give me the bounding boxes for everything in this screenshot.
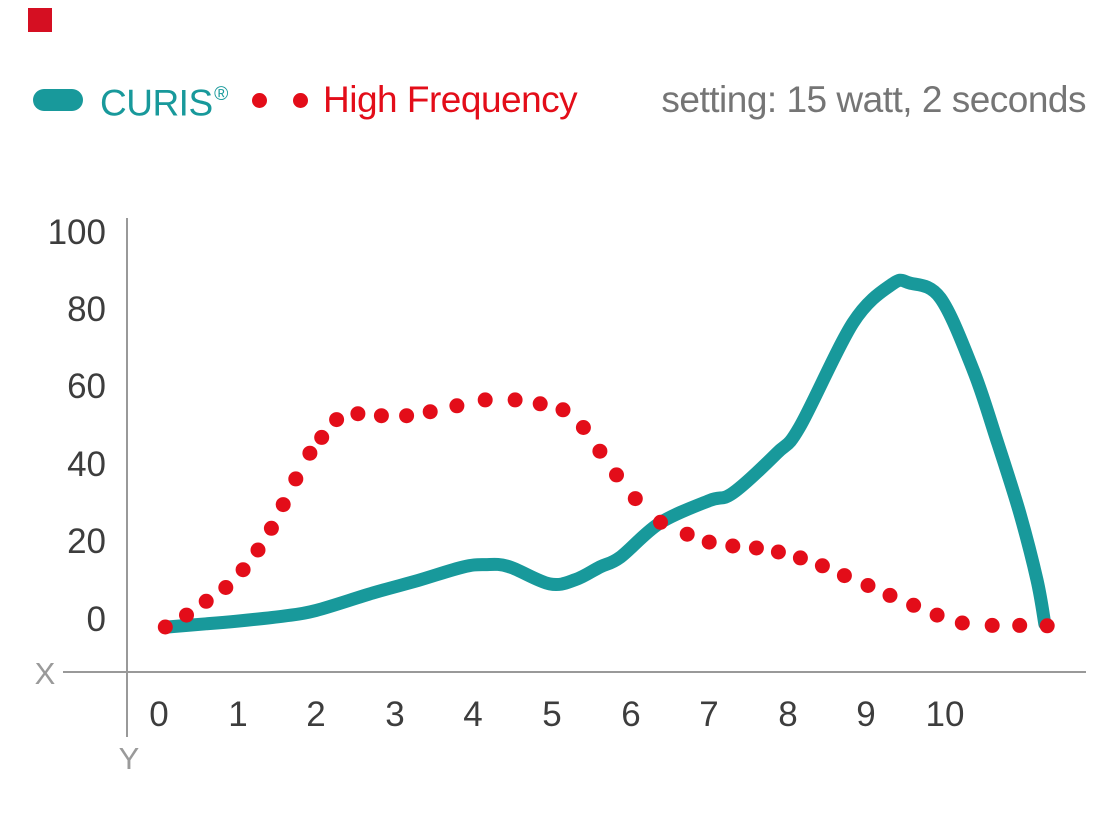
y-tick-label: 40 bbox=[67, 445, 106, 484]
high-frequency-dot-swatch bbox=[252, 92, 267, 108]
high-frequency-dot bbox=[250, 542, 266, 558]
high-frequency-dot-swatch bbox=[293, 92, 308, 108]
high-frequency-dot bbox=[792, 550, 808, 566]
high-frequency-dot bbox=[701, 534, 717, 550]
high-frequency-dot bbox=[1012, 617, 1028, 633]
high-frequency-dot bbox=[399, 408, 415, 424]
high-frequency-dot bbox=[984, 617, 1000, 633]
high-frequency-dot bbox=[314, 429, 330, 445]
high-frequency-dot bbox=[235, 562, 251, 578]
x-tick-label: 6 bbox=[621, 695, 641, 734]
high-frequency-dot bbox=[609, 467, 624, 483]
y-tick-label: 80 bbox=[67, 290, 106, 329]
high-frequency-dot bbox=[929, 607, 945, 623]
x-tick-label: 3 bbox=[385, 695, 405, 734]
high-frequency-dot bbox=[373, 408, 389, 424]
high-frequency-dot bbox=[302, 445, 318, 461]
high-frequency-dot bbox=[555, 402, 571, 418]
registered-mark-icon: ® bbox=[214, 84, 228, 106]
high-frequency-dot bbox=[449, 398, 465, 414]
legend-label-curis: CURIS® bbox=[100, 78, 228, 124]
legend-label-high-frequency: High Frequency bbox=[323, 79, 578, 120]
high-frequency-dot bbox=[836, 568, 852, 584]
x-axis-label: X bbox=[34, 656, 56, 691]
high-frequency-dot bbox=[627, 491, 643, 507]
high-frequency-dot bbox=[575, 420, 591, 435]
high-frequency-dot bbox=[275, 497, 291, 513]
y-axis-label: Y bbox=[118, 741, 140, 776]
curis-text: CURIS bbox=[100, 82, 213, 124]
high-frequency-dot bbox=[906, 597, 922, 613]
x-tick-label: 2 bbox=[306, 695, 326, 734]
high-frequency-dot bbox=[725, 538, 741, 554]
high-frequency-dot bbox=[263, 520, 279, 536]
high-frequency-dot bbox=[748, 540, 764, 556]
x-tick-label: 7 bbox=[699, 695, 719, 734]
high-frequency-dot bbox=[350, 406, 366, 422]
setting-annotation: setting: 15 watt, 2 seconds bbox=[661, 79, 1086, 120]
y-tick-label: 60 bbox=[67, 367, 106, 406]
y-tick-label: 0 bbox=[86, 600, 106, 639]
high-frequency-dot bbox=[860, 578, 876, 593]
high-frequency-dot bbox=[179, 607, 194, 623]
high-frequency-dot bbox=[814, 558, 830, 574]
high-frequency-dot bbox=[422, 404, 438, 420]
x-tick-label: 0 bbox=[149, 695, 169, 734]
high-frequency-dot bbox=[507, 392, 523, 408]
x-tick-label: 5 bbox=[542, 695, 562, 734]
high-frequency-dot bbox=[157, 619, 173, 635]
brand-square bbox=[28, 8, 52, 32]
high-frequency-dot bbox=[679, 526, 695, 542]
high-frequency-dot bbox=[532, 396, 548, 412]
x-tick-label: 1 bbox=[228, 695, 248, 734]
high-frequency-dot bbox=[653, 514, 668, 530]
high-frequency-dot bbox=[770, 544, 786, 560]
high-frequency-dot bbox=[882, 587, 898, 603]
high-frequency-dot bbox=[1039, 618, 1055, 634]
high-frequency-dot bbox=[288, 471, 304, 487]
high-frequency-dot bbox=[477, 392, 493, 408]
legend-item-high-frequency: High Frequency bbox=[252, 79, 578, 120]
high-frequency-dot bbox=[954, 615, 970, 631]
high-frequency-dot bbox=[592, 443, 608, 459]
high-frequency-dots bbox=[157, 392, 1055, 635]
high-frequency-dot bbox=[198, 593, 214, 609]
legend-item-curis: CURIS® bbox=[33, 78, 228, 124]
y-tick-label: 20 bbox=[67, 522, 106, 561]
x-tick-label: 8 bbox=[778, 695, 798, 734]
curis-line-swatch bbox=[33, 89, 83, 111]
high-frequency-dot bbox=[218, 580, 234, 595]
x-tick-label: 4 bbox=[463, 695, 483, 734]
y-tick-label: 100 bbox=[47, 213, 106, 252]
x-tick-label: 10 bbox=[925, 695, 965, 734]
x-tick-label: 9 bbox=[856, 695, 876, 734]
high-frequency-dot bbox=[329, 412, 345, 428]
